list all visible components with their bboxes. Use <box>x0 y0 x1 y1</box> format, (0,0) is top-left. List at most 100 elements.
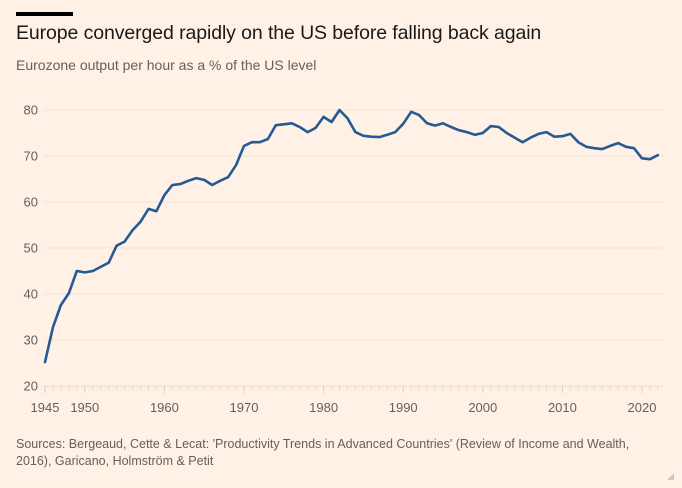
x-tick-label: 1980 <box>309 400 338 415</box>
data-point <box>346 117 348 119</box>
data-point <box>275 124 277 126</box>
data-point <box>163 194 165 196</box>
x-tick-label: 1960 <box>150 400 179 415</box>
data-point <box>147 208 149 210</box>
data-point <box>52 326 54 328</box>
data-point <box>330 121 332 123</box>
data-point <box>299 126 301 128</box>
chart-title: Europe converged rapidly on the US befor… <box>16 22 542 44</box>
data-point <box>243 145 245 147</box>
x-tick-label: 2020 <box>628 400 657 415</box>
data-point <box>553 135 555 137</box>
x-tick-label: 2010 <box>548 400 577 415</box>
data-point <box>362 135 364 137</box>
data-point <box>139 221 141 223</box>
data-point <box>386 134 388 136</box>
data-point <box>115 245 117 247</box>
data-point <box>498 126 500 128</box>
data-point <box>354 131 356 133</box>
data-point <box>107 262 109 264</box>
data-point <box>211 184 213 186</box>
data-point <box>68 292 70 294</box>
data-point <box>418 114 420 116</box>
data-point <box>577 141 579 143</box>
y-tick-label: 60 <box>24 195 38 210</box>
x-tick-label: 1950 <box>70 400 99 415</box>
x-tick-label: 1970 <box>230 400 259 415</box>
data-point <box>657 154 659 156</box>
data-point <box>593 147 595 149</box>
data-point <box>306 131 308 133</box>
series-line <box>43 108 660 364</box>
gridlines <box>44 109 663 341</box>
data-point <box>442 122 444 124</box>
data-point <box>521 141 523 143</box>
data-point <box>314 127 316 129</box>
resize-handle-icon[interactable] <box>667 473 674 480</box>
x-axis: 1945 1950 1960 1970 1980 1990 2000 2010 2020 <box>31 385 663 415</box>
data-point <box>466 131 468 133</box>
data-point <box>474 134 476 136</box>
ft-brand-bar <box>16 12 73 16</box>
line-chart: 20 30 40 50 60 70 80 1945 1950 1960 1970 1980 1990 2… <box>24 103 663 415</box>
y-tick-label: 30 <box>24 333 38 348</box>
data-point <box>44 361 46 363</box>
data-point <box>585 146 587 148</box>
data-point <box>60 304 62 306</box>
data-point <box>123 240 125 242</box>
data-point <box>283 123 285 125</box>
data-point <box>482 132 484 134</box>
data-point <box>410 111 412 113</box>
y-tick-label: 80 <box>24 103 38 118</box>
data-point <box>203 179 205 181</box>
data-point <box>195 177 197 179</box>
data-point <box>251 141 253 143</box>
data-point <box>131 229 133 231</box>
data-point <box>458 129 460 131</box>
data-point <box>259 141 261 143</box>
y-axis: 20 30 40 50 60 70 80 <box>24 103 38 394</box>
data-point <box>291 122 293 124</box>
data-point <box>235 164 237 166</box>
data-point <box>426 122 428 124</box>
data-point <box>84 271 86 273</box>
data-point <box>155 210 157 212</box>
x-tick-label: 2000 <box>468 400 497 415</box>
data-point <box>179 183 181 185</box>
data-point <box>625 146 627 148</box>
data-point <box>267 138 269 140</box>
y-tick-label: 70 <box>24 149 38 164</box>
data-point <box>505 132 507 134</box>
chart-subtitle: Eurozone output per hour as a % of the U… <box>16 57 317 73</box>
data-point <box>378 136 380 138</box>
data-point <box>322 116 324 118</box>
data-point <box>617 142 619 144</box>
data-point <box>394 131 396 133</box>
data-point <box>450 126 452 128</box>
data-point <box>601 148 603 150</box>
data-point <box>370 135 372 137</box>
source-note: Sources: Bergeaud, Cette & Lecat: 'Produ… <box>16 437 630 468</box>
data-point <box>569 133 571 135</box>
data-point <box>513 136 515 138</box>
x-tick-label: 1945 <box>31 400 60 415</box>
data-point <box>100 266 102 268</box>
data-point <box>633 147 635 149</box>
data-point <box>187 180 189 182</box>
data-point <box>434 124 436 126</box>
y-tick-label: 50 <box>24 241 38 256</box>
data-point <box>338 109 340 111</box>
x-tick-label: 1990 <box>389 400 418 415</box>
data-point <box>92 270 94 272</box>
data-point <box>561 135 563 137</box>
data-point <box>402 123 404 125</box>
data-point <box>219 180 221 182</box>
data-point <box>76 270 78 272</box>
series-group <box>43 108 660 364</box>
data-point <box>171 184 173 186</box>
data-point <box>641 157 643 159</box>
data-point <box>490 125 492 127</box>
y-tick-label: 20 <box>24 379 38 394</box>
data-point <box>609 145 611 147</box>
y-tick-label: 40 <box>24 287 38 302</box>
